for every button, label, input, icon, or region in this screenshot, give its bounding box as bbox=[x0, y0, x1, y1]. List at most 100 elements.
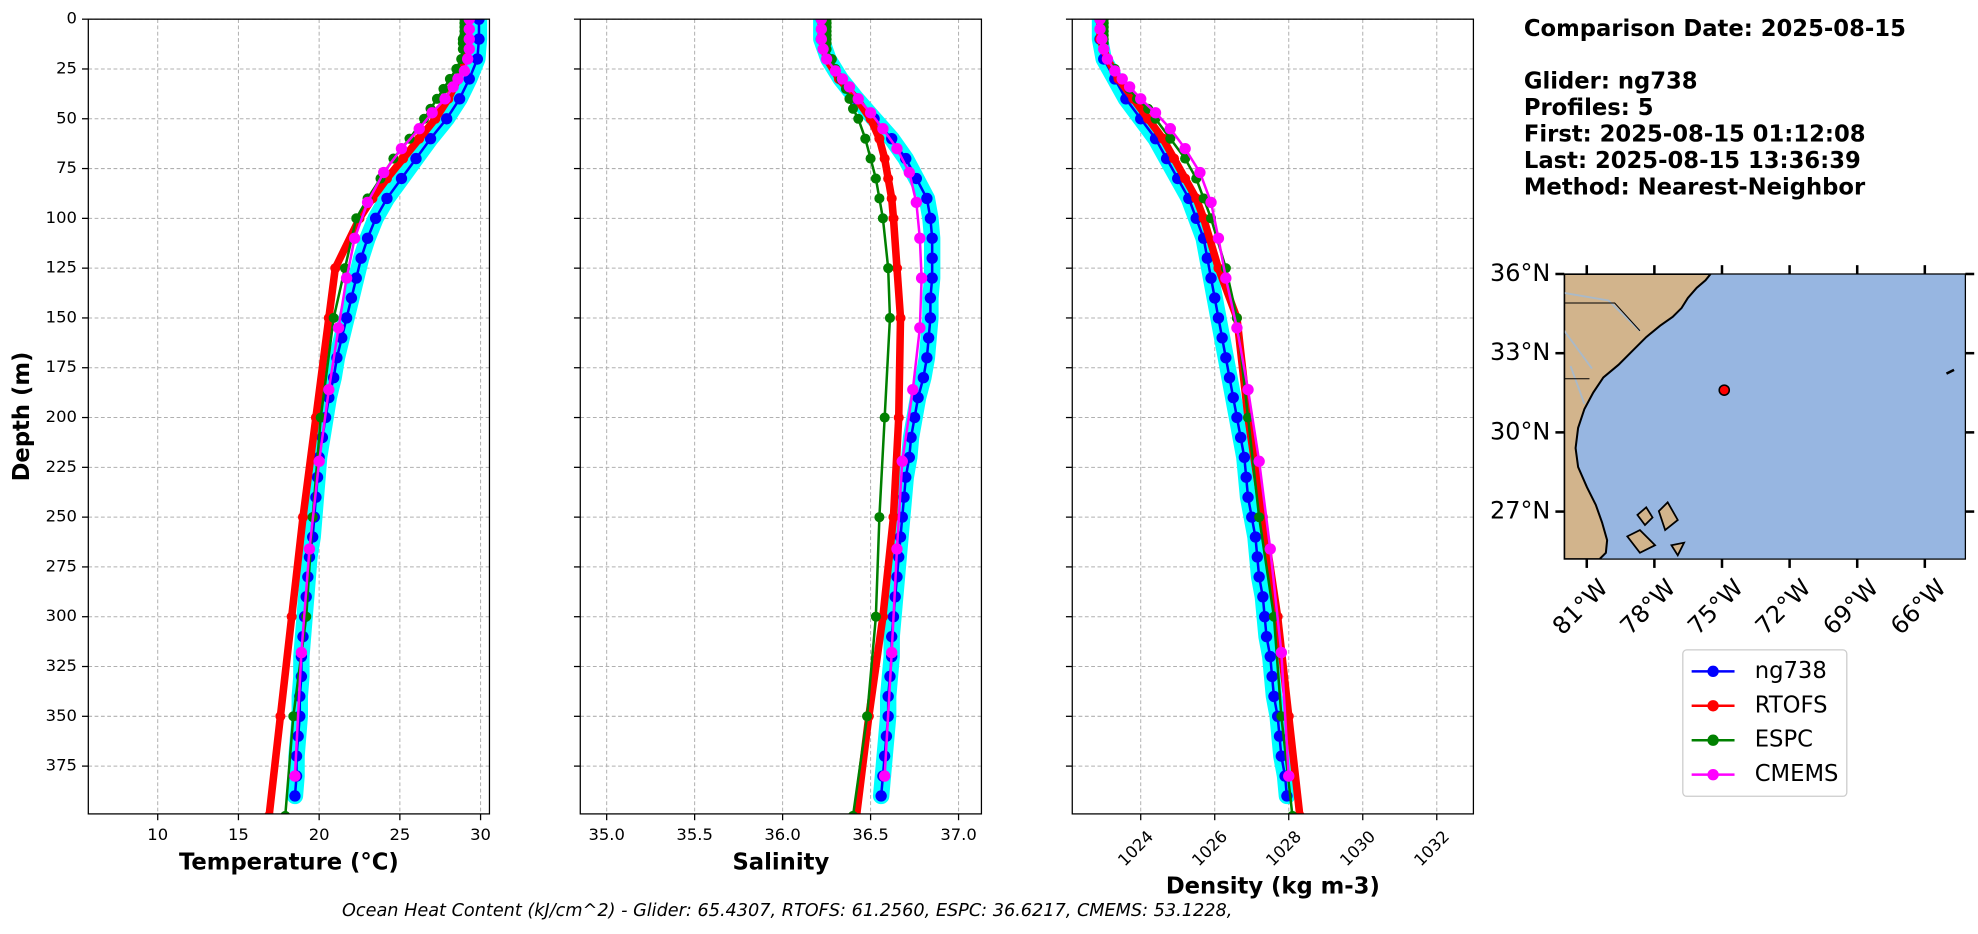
profile-marker bbox=[1109, 65, 1121, 77]
profile-marker bbox=[844, 93, 855, 104]
profile-marker bbox=[1135, 93, 1147, 105]
legend-label: RTOFS bbox=[1755, 692, 1828, 718]
profile-marker bbox=[289, 790, 301, 802]
profile-marker bbox=[912, 391, 924, 404]
profile-marker bbox=[893, 412, 904, 423]
panel-frame bbox=[87, 18, 491, 815]
profile-marker bbox=[883, 173, 894, 184]
profile-marker bbox=[843, 81, 856, 93]
borders bbox=[1564, 302, 1641, 380]
profile-marker bbox=[1094, 19, 1106, 25]
profile-marker bbox=[398, 153, 409, 164]
profile-marker bbox=[1231, 411, 1243, 424]
profile-marker bbox=[1194, 166, 1206, 179]
profile-marker bbox=[915, 272, 928, 284]
profile-marker bbox=[910, 196, 923, 209]
profile-marker bbox=[1143, 113, 1154, 124]
profile-marker bbox=[891, 263, 903, 274]
x-tick-label: 37.0 bbox=[940, 825, 976, 844]
profile-marker bbox=[473, 19, 485, 25]
y-tick-label: 325 bbox=[46, 656, 77, 675]
x-tick-label: 35.0 bbox=[588, 825, 624, 844]
profile-marker bbox=[355, 252, 367, 264]
profile-marker bbox=[1223, 372, 1236, 384]
legend-marker bbox=[1707, 665, 1719, 678]
profile-marker bbox=[924, 312, 937, 324]
info-line: Comparison Date: 2025-08-15 bbox=[1524, 16, 1906, 42]
profile-marker bbox=[471, 53, 484, 65]
profile-marker bbox=[1191, 193, 1202, 204]
profile-marker bbox=[1216, 332, 1228, 344]
profile-marker bbox=[1098, 43, 1110, 55]
profile-marker bbox=[361, 232, 374, 244]
map-lat-label: 27°N bbox=[1490, 497, 1550, 525]
info-block: Comparison Date: 2025-08-15 Glider: ng738… bbox=[1524, 16, 1906, 201]
profile-marker bbox=[875, 790, 887, 802]
x-tick-label: 20 bbox=[309, 825, 330, 844]
profile-marker bbox=[1116, 73, 1128, 85]
profile-marker bbox=[815, 33, 827, 45]
map-frame bbox=[1563, 273, 1967, 560]
panel-data bbox=[264, 19, 488, 814]
x-tick-label: 30 bbox=[470, 825, 491, 844]
profile-marker bbox=[463, 33, 475, 45]
info-line: First: 2025-08-15 01:12:08 bbox=[1524, 122, 1866, 148]
profile-marker bbox=[865, 153, 876, 164]
profile-marker bbox=[886, 646, 898, 659]
map-lat-label: 30°N bbox=[1490, 417, 1550, 445]
profile-marker bbox=[914, 232, 926, 244]
x-axis-label: Density (kg m-3) bbox=[1166, 874, 1380, 900]
legend-label: ng738 bbox=[1755, 658, 1827, 684]
x-tick-label: 1024 bbox=[1114, 827, 1157, 870]
profile-marker bbox=[438, 83, 449, 94]
profile-marker bbox=[829, 65, 842, 77]
x-axis-label: Salinity bbox=[732, 850, 829, 876]
footer: Ocean Heat Content (kJ/cm^2) - Glider: 6… bbox=[342, 901, 1232, 921]
profile-marker bbox=[330, 263, 341, 274]
rivers bbox=[1564, 291, 1641, 405]
y-tick-label: 75 bbox=[56, 158, 77, 177]
profile-marker bbox=[1157, 133, 1168, 144]
profile-marker bbox=[874, 512, 885, 523]
profile-marker bbox=[891, 571, 903, 583]
profile-marker bbox=[917, 372, 930, 384]
profile-marker bbox=[1268, 690, 1280, 703]
legend-label: ESPC bbox=[1755, 727, 1813, 753]
profile-marker bbox=[458, 65, 471, 77]
map-lat-label: 33°N bbox=[1490, 338, 1550, 366]
profile-marker bbox=[1220, 272, 1232, 284]
profile-marker bbox=[1246, 511, 1258, 523]
profile-marker bbox=[1212, 312, 1225, 324]
profile-marker bbox=[1253, 571, 1265, 583]
profile-marker bbox=[1238, 451, 1251, 464]
profile-marker bbox=[369, 212, 382, 225]
profile-marker bbox=[340, 312, 353, 324]
x-tick-label: 10 bbox=[147, 825, 168, 844]
y-tick-label: 100 bbox=[46, 208, 77, 227]
profile-marker bbox=[914, 322, 926, 334]
y-tick-label: 350 bbox=[46, 706, 77, 725]
profile-marker bbox=[879, 153, 890, 164]
map-lon-label: 81°W bbox=[1547, 574, 1614, 641]
profile-marker bbox=[395, 172, 408, 185]
profile-marker bbox=[1212, 232, 1225, 244]
profile-marker bbox=[888, 512, 899, 523]
profile-marker bbox=[1253, 455, 1265, 468]
data-layer bbox=[264, 19, 1305, 814]
profile-marker bbox=[350, 272, 362, 284]
profile-marker bbox=[1259, 611, 1271, 623]
profile-marker bbox=[879, 412, 890, 423]
y-tick-label: 300 bbox=[46, 606, 77, 625]
profile-marker bbox=[860, 133, 871, 144]
profile-marker bbox=[926, 272, 938, 284]
y-tick-label: 250 bbox=[46, 507, 77, 526]
profile-marker bbox=[1264, 543, 1276, 555]
profile-marker bbox=[924, 292, 937, 304]
profile-marker bbox=[264, 810, 274, 814]
y-tick-label: 50 bbox=[56, 108, 77, 127]
profile-marker bbox=[332, 322, 345, 334]
panel-frame bbox=[579, 18, 983, 815]
map-land bbox=[1564, 273, 1955, 560]
profile-marker bbox=[924, 212, 937, 225]
info-line: Method: Nearest-Neighbor bbox=[1524, 175, 1866, 201]
